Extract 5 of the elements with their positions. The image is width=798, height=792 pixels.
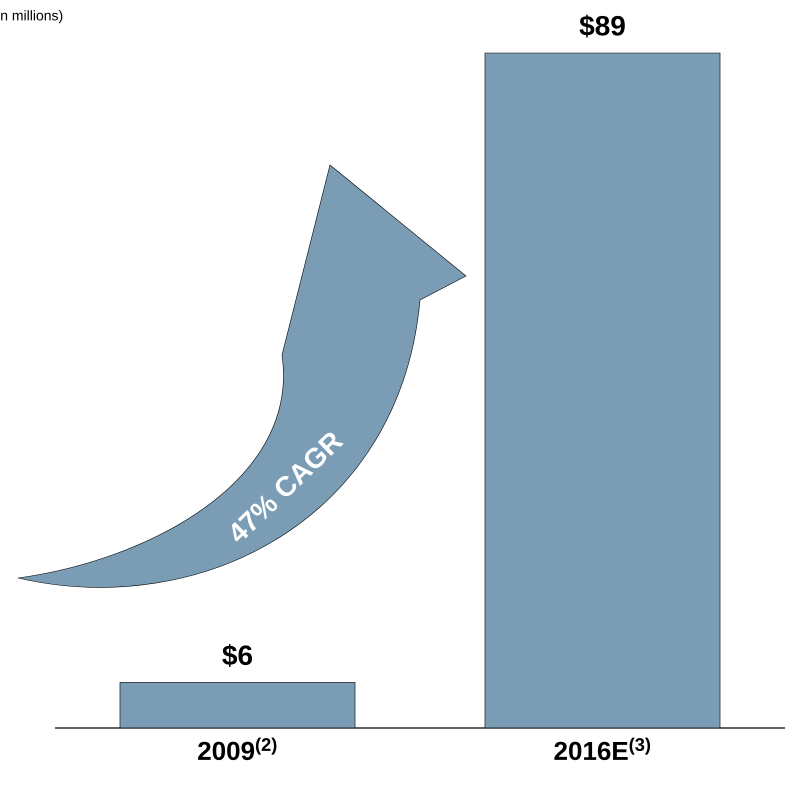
x-tick-label: 2009$^{(2)}$ xyxy=(198,738,276,760)
x-tick-label: 2016E$^{(3)}$ xyxy=(554,738,650,760)
data-label: $6 xyxy=(222,644,252,667)
data-label: $89 xyxy=(580,14,625,38)
text: n millions) xyxy=(1,10,62,24)
